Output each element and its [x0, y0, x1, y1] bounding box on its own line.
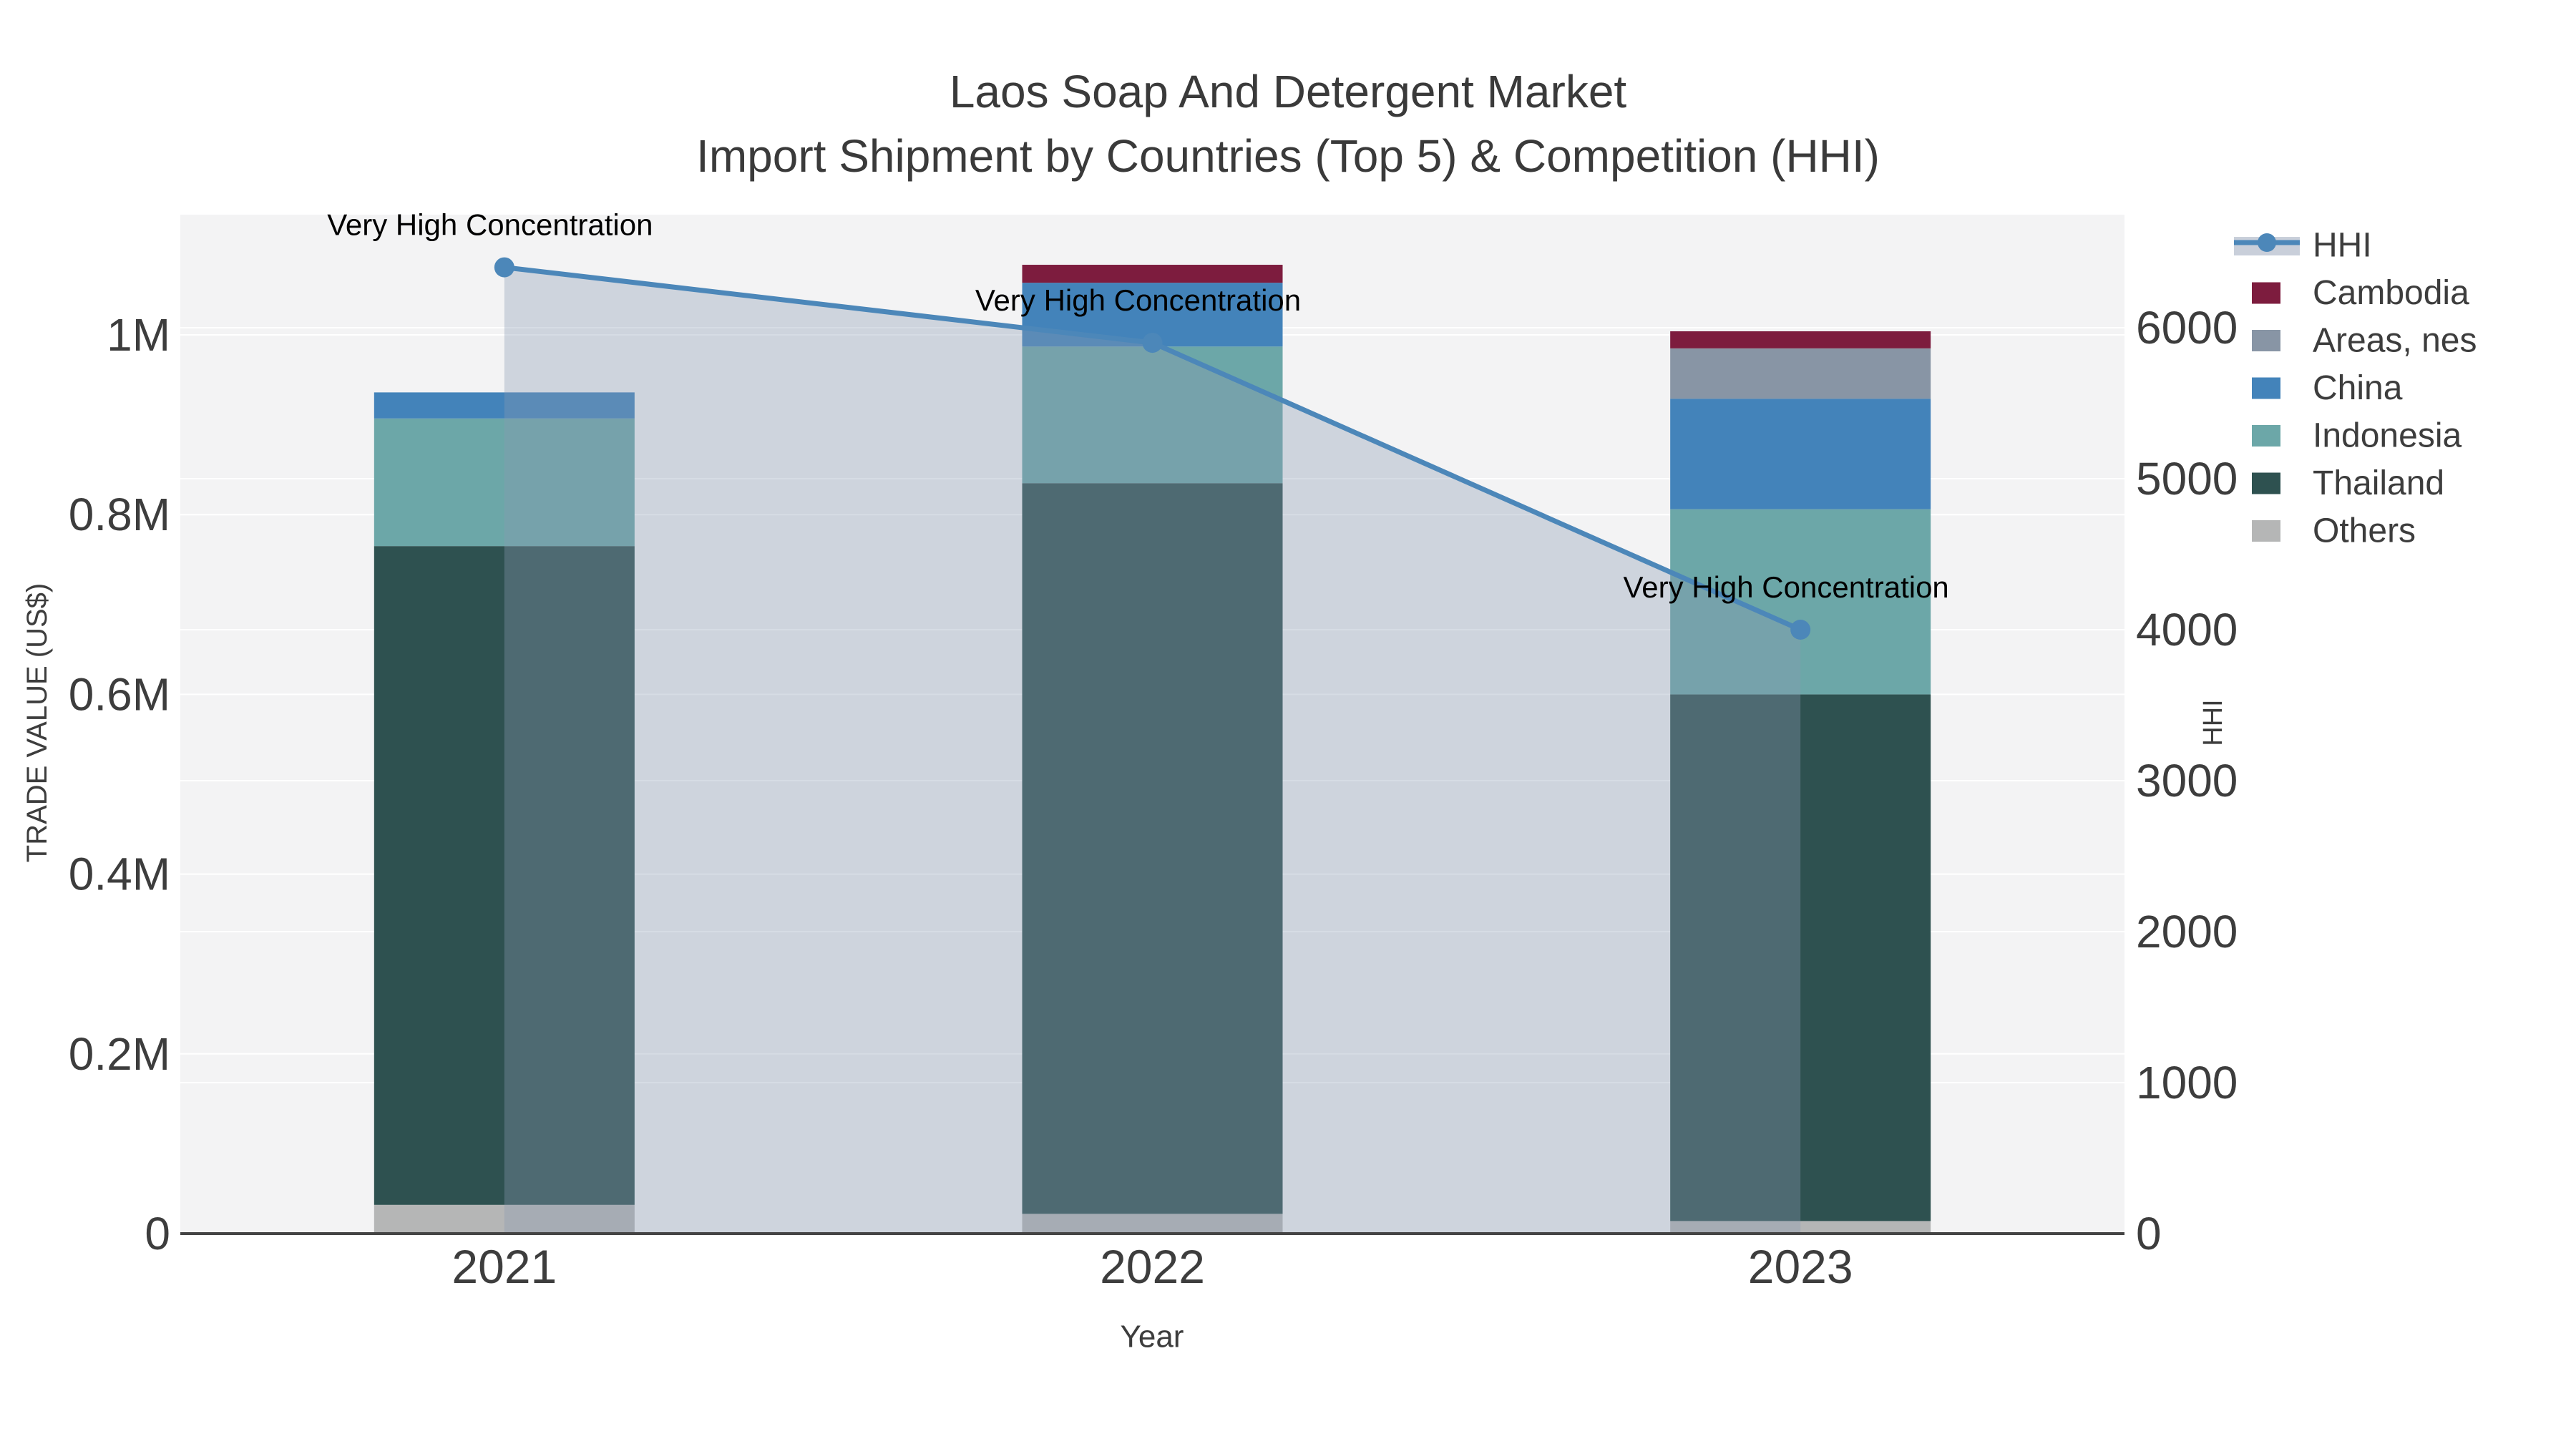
- y-left-tick-1M: 1M: [107, 309, 170, 361]
- annotation-2021: Very High Concentration: [327, 208, 653, 242]
- legend-label: Others: [2313, 512, 2416, 550]
- legend-item-thailand[interactable]: Thailand: [2252, 464, 2444, 502]
- y-right-tick-4000: 4000: [2136, 604, 2238, 655]
- bar-segment-china-2021[interactable]: [374, 392, 635, 419]
- y-left-tick-0.8M: 0.8M: [69, 489, 170, 540]
- bar-segment-thailand-2022[interactable]: [1022, 483, 1283, 1214]
- y-right-tick-6000: 6000: [2136, 302, 2238, 353]
- legend-swatch-icon: [2252, 472, 2280, 494]
- hhi-marker-2023[interactable]: [1790, 620, 1811, 640]
- legend-item-indonesia[interactable]: Indonesia: [2252, 417, 2462, 455]
- y-left-tick-0: 0: [145, 1208, 170, 1259]
- y-left-tick-0.2M: 0.2M: [69, 1028, 170, 1080]
- bar-segment-others-2023[interactable]: [1670, 1221, 1931, 1234]
- legend-swatch-icon: [2252, 520, 2280, 542]
- legend-label: HHI: [2313, 227, 2372, 265]
- bar-segment-indonesia-2023[interactable]: [1670, 509, 1931, 695]
- legend: HHI Cambodia Areas, nes China Indonesia Thail…: [2234, 227, 2477, 550]
- legend-item-cambodia[interactable]: Cambodia: [2252, 274, 2469, 312]
- legend-label: Cambodia: [2313, 274, 2469, 312]
- chart-title-line2: Import Shipment by Countries (Top 5) & C…: [696, 130, 1880, 182]
- bar-segment-cambodia-2022[interactable]: [1022, 265, 1283, 283]
- bar-segment-thailand-2021[interactable]: [374, 546, 635, 1205]
- hhi-area-fill: [504, 267, 1801, 1234]
- bar-segment-others-2022[interactable]: [1022, 1214, 1283, 1234]
- legend-swatch-icon: [2252, 377, 2280, 399]
- x-tick-2021: 2021: [452, 1240, 557, 1293]
- y-right-tick-2000: 2000: [2136, 906, 2238, 957]
- y-right-tick-3000: 3000: [2136, 755, 2238, 806]
- legend-item-areas-nes[interactable]: Areas, nes: [2252, 322, 2477, 360]
- bar-segment-others-2021[interactable]: [374, 1204, 635, 1234]
- y-right-tick-0: 0: [2136, 1208, 2162, 1259]
- hhi-marker-2022[interactable]: [1142, 333, 1163, 353]
- legend-label: Indonesia: [2313, 417, 2462, 455]
- y-left-tick-0.6M: 0.6M: [69, 668, 170, 720]
- bar-segment-indonesia-2021[interactable]: [374, 418, 635, 547]
- annotation-2023: Very High Concentration: [1624, 570, 1949, 604]
- bar-segment-indonesia-2022[interactable]: [1022, 346, 1283, 484]
- legend-swatch-icon: [2252, 282, 2280, 304]
- bar-segment-thailand-2023[interactable]: [1670, 694, 1931, 1221]
- chart-title-line1: Laos Soap And Detergent Market: [950, 66, 1627, 117]
- y-left-tick-0.4M: 0.4M: [69, 849, 170, 900]
- bar-segment-china-2023[interactable]: [1670, 399, 1931, 509]
- legend-label: China: [2313, 369, 2403, 407]
- legend-item-china[interactable]: China: [2252, 369, 2403, 407]
- bar-segment-areas-nes-2023[interactable]: [1670, 348, 1931, 399]
- y-right-tick-5000: 5000: [2136, 453, 2238, 504]
- stacked-bars: [374, 265, 1931, 1234]
- legend-item-others[interactable]: Others: [2252, 512, 2416, 550]
- bar-segment-cambodia-2023[interactable]: [1670, 331, 1931, 348]
- y-right-tick-1000: 1000: [2136, 1057, 2238, 1108]
- legend-item-hhi[interactable]: HHI: [2234, 227, 2372, 265]
- hhi-legend-marker-icon: [2258, 233, 2276, 252]
- annotation-2022: Very High Concentration: [975, 283, 1301, 317]
- legend-swatch-icon: [2252, 425, 2280, 447]
- legend-label: Thailand: [2313, 464, 2444, 502]
- x-tick-2022: 2022: [1100, 1240, 1205, 1293]
- y-right-axis-title: HHI: [2198, 699, 2228, 746]
- x-tick-2023: 2023: [1748, 1240, 1853, 1293]
- legend-label: Areas, nes: [2313, 322, 2477, 360]
- x-axis-title: Year: [1121, 1319, 1184, 1355]
- hhi-marker-2021[interactable]: [494, 257, 514, 278]
- legend-swatch-icon: [2252, 330, 2280, 351]
- y-left-axis-title: TRADE VALUE (US$): [21, 583, 53, 862]
